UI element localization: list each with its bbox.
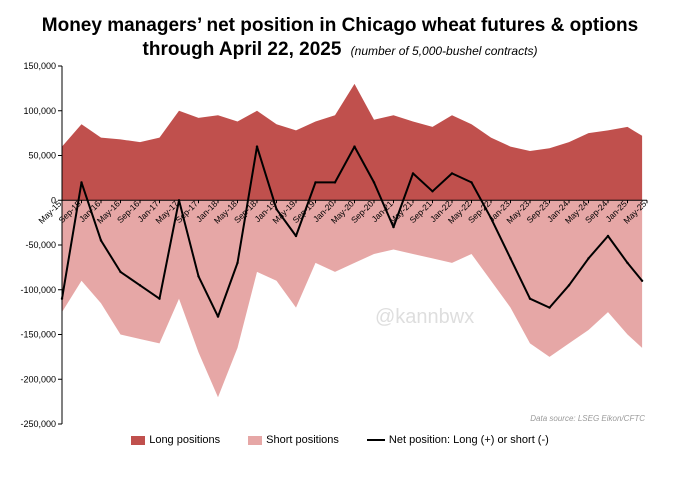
chart-legend: Long positions Short positions Net posit…	[0, 434, 680, 446]
net-position-point	[294, 234, 298, 238]
axes-layer	[58, 65, 648, 425]
title-line-2: through April 22, 2025 (number of 5,000-…	[0, 38, 680, 63]
net-position-point	[392, 225, 395, 229]
net-line-layer	[60, 145, 644, 318]
legend-swatch-short	[248, 435, 263, 445]
legend-item-long: Long positions	[131, 434, 220, 446]
y-tick-label: -150,000	[20, 330, 56, 340]
y-tick-labels: 150,000 100,000 50,000 0 -50,000 -100,000 -150…	[20, 61, 56, 429]
net-position-point	[333, 181, 337, 184]
net-position-point	[216, 315, 220, 318]
net-position-point	[158, 297, 161, 300]
net-position-point	[640, 279, 644, 282]
chart-title: Money managers’ net position in Chicago …	[0, 14, 680, 63]
y-tick-label: 150,000	[23, 61, 56, 71]
legend-label-net: Net position: Long (+) or short (-)	[388, 434, 549, 446]
watermark-text: @kannbwx	[375, 306, 474, 328]
legend-item-short: Short positions	[248, 434, 339, 446]
y-tick-label: -50,000	[25, 240, 56, 250]
y-tick-label: -100,000	[20, 285, 56, 295]
legend-item-net: Net position: Long (+) or short (-)	[366, 434, 549, 446]
net-position-point	[509, 257, 512, 260]
net-position-point	[236, 261, 239, 265]
net-position-point	[548, 306, 551, 309]
area-layer	[62, 83, 643, 398]
chart-subtitle: (number of 5,000-bushel contracts)	[350, 44, 538, 58]
net-position-point	[489, 217, 493, 220]
legend-label-short: Short positions	[266, 434, 339, 446]
net-position-point	[587, 257, 590, 260]
title-line-1: Money managers’ net position in Chicago …	[41, 15, 639, 36]
legend-swatch-long	[131, 435, 146, 445]
net-position-point	[314, 181, 317, 184]
y-tick-label: -200,000	[20, 374, 56, 384]
net-position-point	[80, 181, 83, 184]
net-position-point	[450, 172, 454, 175]
net-position-point	[606, 234, 610, 238]
short-positions-area	[62, 200, 643, 398]
net-position-point	[275, 208, 278, 211]
legend-line-net	[366, 439, 385, 441]
net-position-point	[431, 190, 434, 193]
y-tick-label: 50,000	[28, 151, 56, 161]
title-date: through April 22, 2025	[142, 39, 342, 60]
net-position-point	[470, 181, 473, 184]
y-tick-label: 0	[51, 195, 56, 205]
net-position-point	[138, 284, 142, 287]
net-position-point	[197, 275, 200, 278]
net-position-point	[411, 172, 415, 175]
long-positions-area	[62, 83, 643, 201]
net-position-point	[119, 270, 122, 274]
net-position-point	[372, 181, 376, 184]
y-tick-label: -250,000	[20, 419, 56, 429]
y-tick-label: 100,000	[23, 106, 56, 116]
net-position-point	[626, 261, 629, 265]
net-position-point	[567, 284, 571, 287]
net-position-point	[255, 145, 259, 148]
net-position-point	[99, 239, 103, 242]
source-note: Data source: LSEG Eikon/CFTC	[530, 414, 645, 423]
legend-label-long: Long positions	[149, 434, 221, 446]
net-position-point	[353, 145, 356, 148]
net-position-point	[528, 297, 532, 300]
